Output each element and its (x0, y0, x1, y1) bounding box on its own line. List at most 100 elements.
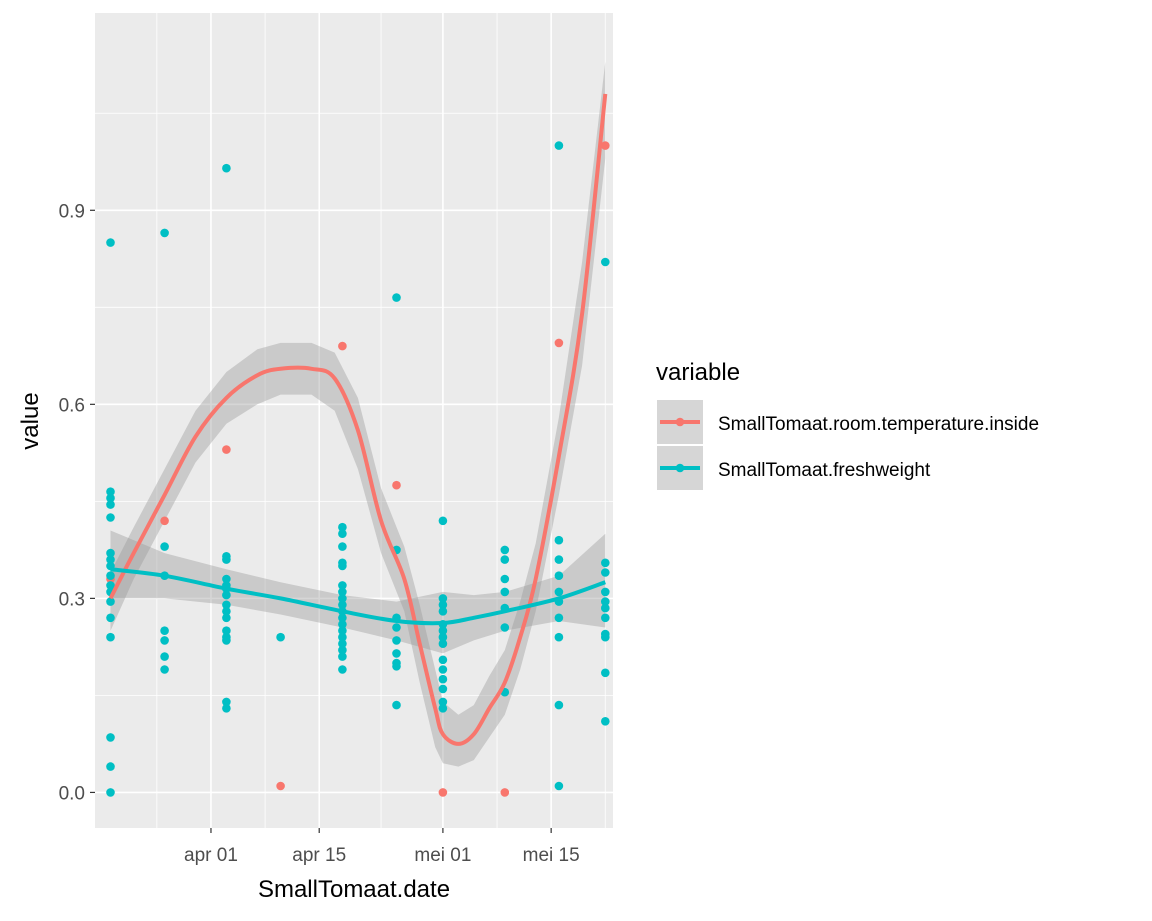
data-point-series-1 (106, 571, 115, 580)
data-point-series-1 (554, 781, 564, 791)
data-point-series-1 (601, 587, 610, 597)
data-point-series-1 (276, 632, 285, 642)
data-point-series-0 (276, 781, 285, 791)
data-point-series-1 (222, 600, 231, 610)
data-point-series-1 (106, 238, 115, 247)
legend-keys (657, 400, 703, 490)
data-point-series-1 (601, 717, 610, 726)
data-point-series-1 (338, 522, 347, 532)
data-point-series-1 (160, 542, 169, 551)
data-point-series-1 (338, 587, 347, 597)
data-point-series-0 (554, 338, 564, 348)
data-point-series-1 (438, 639, 448, 648)
data-point-series-1 (106, 581, 115, 590)
data-point-series-1 (338, 600, 347, 610)
data-point-series-1 (338, 542, 347, 551)
data-point-series-1 (106, 513, 115, 522)
data-point-series-1 (338, 665, 347, 674)
data-point-series-1 (554, 613, 564, 623)
data-point-series-1 (554, 700, 564, 710)
data-point-series-1 (500, 555, 510, 564)
data-point-series-1 (106, 487, 115, 497)
y-tick-label: 0.9 (59, 201, 85, 222)
data-point-series-1 (500, 545, 510, 555)
data-point-series-1 (601, 613, 610, 623)
data-point-series-1 (222, 555, 231, 564)
data-point-series-1 (338, 632, 347, 642)
data-point-series-1 (222, 626, 231, 635)
data-point-series-1 (554, 535, 564, 545)
data-point-series-1 (160, 626, 169, 635)
data-point-series-1 (338, 626, 347, 635)
data-point-series-1 (338, 652, 347, 661)
y-tick-label: 0.0 (59, 783, 85, 804)
data-point-series-1 (438, 607, 448, 616)
confidence-bands (110, 61, 606, 767)
data-point-series-1 (601, 558, 610, 568)
data-point-series-1 (106, 500, 115, 509)
data-point-series-1 (500, 623, 510, 632)
data-point-series-1 (601, 603, 610, 613)
data-point-series-1 (106, 555, 115, 564)
data-point-series-0 (160, 516, 169, 526)
data-point-series-1 (106, 548, 115, 558)
data-point-series-1 (338, 620, 347, 629)
y-axis: 0.0 0.3 0.6 0.9 (59, 201, 95, 804)
data-point-series-1 (554, 632, 564, 642)
legend: variable SmallTomaat.room.temperature.in… (656, 359, 1039, 490)
data-point-series-1 (338, 594, 347, 603)
data-point-series-0 (500, 788, 510, 797)
data-point-series-0 (222, 445, 231, 454)
x-tick-label: mei 01 (414, 845, 471, 866)
x-axis: apr 01 apr 15 mei 01 mei 15 (184, 828, 580, 866)
data-point-series-1 (338, 639, 347, 648)
data-point-series-1 (222, 607, 231, 616)
x-axis-title: SmallTomaat.date (258, 876, 450, 903)
data-point-series-1 (106, 788, 115, 797)
data-point-series-1 (554, 555, 564, 564)
data-point-series-1 (554, 571, 564, 580)
data-point-series-1 (438, 674, 448, 684)
data-point-series-1 (222, 636, 231, 645)
data-point-series-1 (222, 590, 231, 600)
data-point-series-1 (554, 141, 564, 150)
data-point-series-0 (438, 788, 448, 797)
data-point-series-1 (338, 613, 347, 623)
data-point-series-1 (106, 613, 115, 623)
data-point-series-0 (392, 480, 401, 490)
x-tick-label: apr 15 (292, 845, 346, 866)
data-point-series-1 (438, 704, 448, 713)
data-point-series-1 (160, 228, 169, 238)
data-point-series-1 (160, 652, 169, 661)
data-point-series-1 (438, 655, 448, 665)
confidence-band-1 (110, 530, 606, 654)
data-point-series-1 (338, 581, 347, 590)
data-point-series-1 (438, 594, 448, 603)
grid-minor (95, 13, 613, 828)
data-point-series-1 (106, 597, 115, 606)
x-tick-label: apr 01 (184, 845, 238, 866)
legend-label-temperature: SmallTomaat.room.temperature.inside (718, 414, 1039, 435)
data-point-series-1 (554, 587, 564, 597)
legend-key-point-0 (675, 417, 685, 427)
data-point-series-1 (106, 632, 115, 642)
data-point-series-1 (601, 257, 610, 267)
data-point-series-1 (601, 568, 610, 577)
confidence-band-0 (110, 61, 606, 767)
data-point-series-1 (106, 733, 115, 742)
smooth-line-series-1 (110, 567, 606, 626)
data-point-series-1 (438, 600, 448, 610)
data-point-series-1 (601, 597, 610, 606)
data-point-series-1 (438, 697, 448, 707)
data-point-series-1 (222, 704, 231, 713)
data-point-series-1 (500, 587, 510, 597)
data-point-series-1 (438, 632, 448, 642)
data-point-series-1 (601, 632, 610, 642)
data-point-series-1 (106, 762, 115, 771)
data-point-series-1 (222, 574, 231, 584)
legend-key-point-1 (675, 463, 685, 473)
data-point-series-1 (338, 529, 347, 538)
data-point-series-1 (392, 649, 401, 658)
data-point-series-1 (392, 636, 401, 645)
y-axis-title: value (17, 392, 44, 449)
